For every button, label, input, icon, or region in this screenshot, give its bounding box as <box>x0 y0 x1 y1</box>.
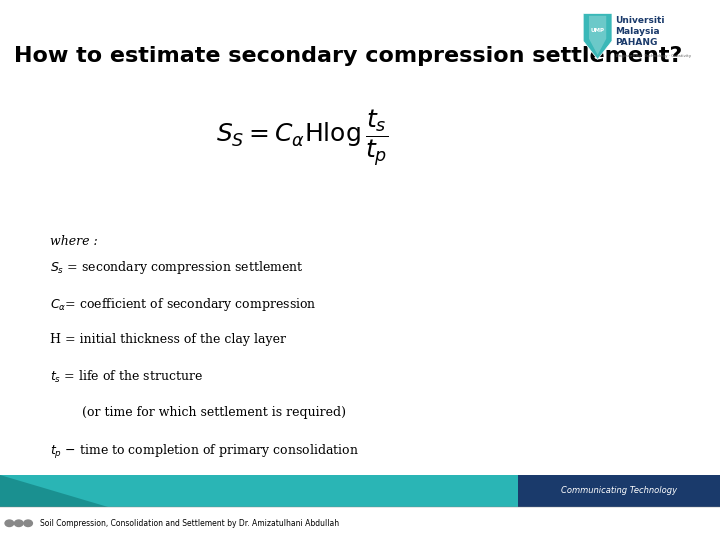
Circle shape <box>24 520 32 526</box>
Text: where :: where : <box>50 235 98 248</box>
Text: Universiti
Malaysia
PAHANG: Universiti Malaysia PAHANG <box>616 16 665 46</box>
Text: $S_S = C_{\alpha}\mathrm{Hlog}\,\dfrac{t_s}{t_p}$: $S_S = C_{\alpha}\mathrm{Hlog}\,\dfrac{t… <box>216 107 389 168</box>
Text: How to estimate secondary compression settlement?: How to estimate secondary compression se… <box>14 46 683 66</box>
Text: $t_p$ $-$ time to completion of primary consolidation: $t_p$ $-$ time to completion of primary … <box>50 443 359 461</box>
Text: $C_{\alpha}$= coefficient of secondary compression: $C_{\alpha}$= coefficient of secondary c… <box>50 296 317 313</box>
Bar <box>0 475 720 507</box>
Text: (or time for which settlement is required): (or time for which settlement is require… <box>50 406 346 419</box>
Text: $S_s$ = secondary compression settlement: $S_s$ = secondary compression settlement <box>50 259 304 276</box>
Polygon shape <box>589 16 606 55</box>
Circle shape <box>5 520 14 526</box>
Text: UMP: UMP <box>590 29 605 33</box>
Polygon shape <box>0 475 108 507</box>
Text: Engineering · Technology · Creativity: Engineering · Technology · Creativity <box>616 54 691 58</box>
Text: Soil Compression, Consolidation and Settlement by Dr. Amizatulhani Abdullah: Soil Compression, Consolidation and Sett… <box>40 519 338 528</box>
Text: H = initial thickness of the clay layer: H = initial thickness of the clay layer <box>50 333 287 346</box>
Text: $t_s$ = life of the structure: $t_s$ = life of the structure <box>50 369 204 386</box>
Circle shape <box>14 520 23 526</box>
Bar <box>518 475 720 507</box>
Polygon shape <box>583 14 612 59</box>
Bar <box>0 507 720 540</box>
Text: Communicating Technology: Communicating Technology <box>561 487 678 495</box>
